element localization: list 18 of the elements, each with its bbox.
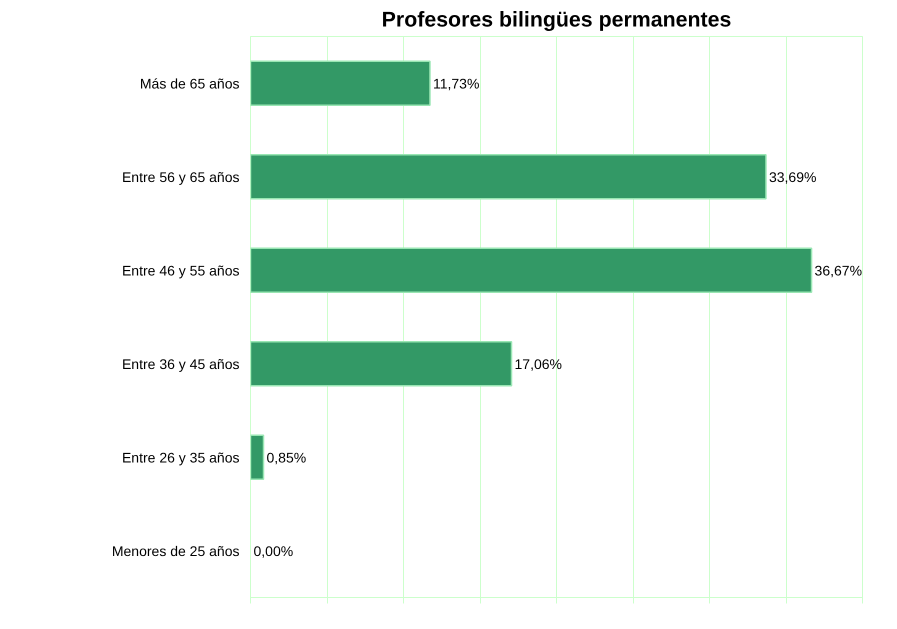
y-tick-label: Entre 56 y 65 años	[122, 168, 240, 185]
y-tick-label: Menores de 25 años	[112, 542, 240, 559]
bar	[250, 248, 812, 293]
y-tick-label: Más de 65 años	[140, 75, 240, 92]
data-label: 11,73%	[432, 75, 480, 92]
bar	[250, 60, 431, 106]
data-label: 36,67%	[814, 262, 862, 278]
data-label: 0,85%	[266, 449, 306, 466]
data-label: 17,06%	[514, 356, 562, 372]
bar	[250, 434, 264, 480]
y-tick-label: Entre 46 y 55 años	[122, 262, 240, 278]
y-tick-label: Entre 36 y 45 años	[122, 356, 240, 372]
chart-title: Profesores bilingües permanentes	[382, 8, 732, 32]
bar	[250, 341, 512, 386]
bar	[250, 154, 767, 200]
data-label: 33,69%	[768, 168, 816, 185]
data-label: 0,00%	[254, 542, 294, 559]
y-tick-label: Entre 26 y 35 años	[122, 449, 240, 466]
